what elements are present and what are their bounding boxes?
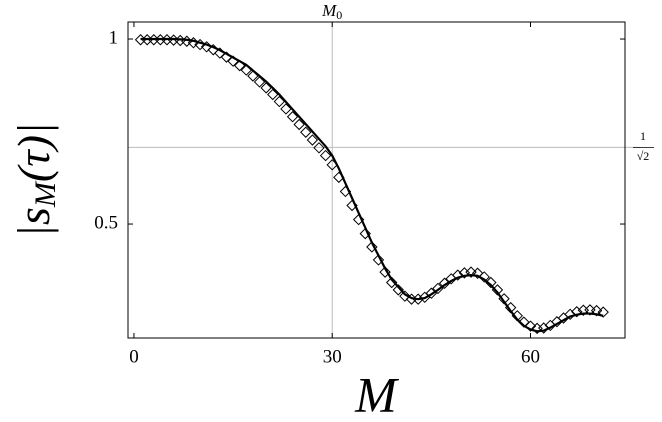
data-point	[564, 308, 576, 321]
data-point	[227, 55, 239, 67]
data-point	[379, 266, 391, 278]
data-point	[247, 70, 259, 82]
data-point	[498, 293, 510, 305]
data-point	[253, 76, 266, 88]
plot-frame	[127, 21, 626, 339]
data-point	[293, 118, 305, 131]
label-part: M	[321, 1, 337, 20]
label-part: 0	[336, 8, 342, 22]
data-point	[333, 171, 345, 184]
data-point	[207, 44, 219, 56]
data-point	[240, 64, 253, 76]
reference-label: 1	[640, 129, 646, 143]
data-point	[491, 284, 504, 296]
data-point	[346, 199, 358, 212]
data-point	[366, 241, 378, 253]
x-tick-label: 60	[521, 346, 540, 367]
label-part: M	[29, 180, 62, 208]
data-point	[194, 38, 206, 51]
data-point	[571, 306, 583, 318]
label-part: |s	[8, 207, 59, 238]
data-point	[359, 227, 371, 240]
data-point	[273, 95, 286, 108]
data-point	[260, 82, 272, 94]
data-point	[597, 306, 609, 318]
reference-label: M0	[321, 1, 342, 22]
data-point	[385, 276, 398, 289]
data-point	[187, 37, 200, 49]
data-point	[339, 185, 352, 198]
data-point	[352, 213, 365, 226]
data-point	[524, 320, 537, 332]
data-point	[286, 111, 299, 123]
data-point	[438, 277, 451, 289]
data-point	[504, 301, 517, 314]
data-point	[181, 35, 193, 47]
data-point	[485, 276, 497, 289]
data-point	[306, 134, 319, 146]
x-axis-label: M	[354, 366, 399, 422]
data-point	[399, 290, 411, 302]
data-point	[280, 103, 292, 115]
reference-label: √2	[637, 149, 650, 163]
data-point	[214, 47, 226, 59]
data-point	[590, 304, 603, 317]
data-point	[267, 88, 279, 101]
y-tick-label: 1	[109, 27, 119, 48]
data-point	[372, 254, 385, 266]
y-axis-label: |sM(τ)|	[8, 122, 62, 237]
data-point	[478, 271, 490, 283]
x-tick-label: 0	[129, 346, 139, 367]
data-point	[412, 293, 424, 305]
data-point	[319, 149, 332, 162]
data-point	[465, 266, 477, 278]
data-point	[425, 287, 438, 299]
data-point	[233, 59, 246, 72]
y-tick-label: 0.5	[94, 212, 118, 233]
data-point	[518, 316, 530, 328]
data-point	[471, 267, 484, 279]
data-point	[392, 284, 405, 296]
data-point	[326, 159, 338, 171]
data-point	[511, 310, 523, 322]
x-tick-label: 30	[323, 346, 342, 367]
series-line	[140, 37, 604, 333]
label-part: (τ)|	[8, 122, 59, 182]
data-point	[432, 282, 444, 295]
data-point	[220, 51, 233, 63]
data-point	[200, 41, 213, 53]
data-point	[300, 126, 312, 138]
data-point	[458, 267, 471, 279]
data-point	[313, 142, 325, 154]
data-point	[452, 269, 464, 281]
data-point	[538, 322, 550, 334]
